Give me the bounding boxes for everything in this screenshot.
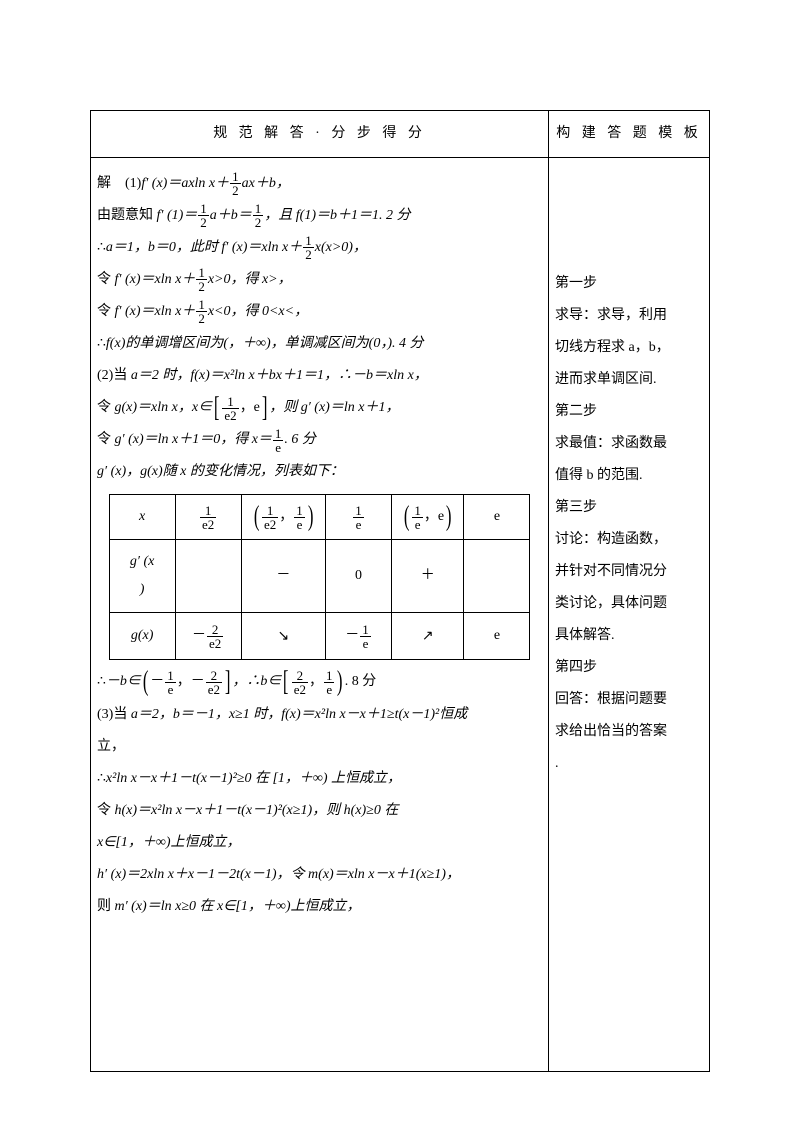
r-line: 回答：根据问题要 — [555, 686, 703, 714]
cell: 1e — [326, 495, 392, 540]
cell: (1e，e) — [392, 495, 464, 540]
cell: g′ (x) — [109, 540, 175, 613]
r-line: 第一步 — [555, 270, 703, 298]
cell — [175, 540, 241, 613]
cell: － — [241, 540, 325, 613]
line-9: 令 g′ (x)＝ln x＋1＝0，得 x＝1e. 6 分 — [97, 426, 542, 454]
cell: e — [464, 495, 530, 540]
r-line: 切线方程求 a，b， — [555, 334, 703, 362]
cell: 0 — [326, 540, 392, 613]
r-line: 求导：求导，利用 — [555, 302, 703, 330]
r-line: 具体解答. — [555, 622, 703, 650]
header-row: 规 范 解 答 · 分 步 得 分 构 建 答 题 模 板 — [91, 111, 710, 158]
cell: －1e — [326, 613, 392, 660]
r-line: 第二步 — [555, 398, 703, 426]
cell: x — [109, 495, 175, 540]
variation-table: x 1e2 (1e2，1e) 1e (1e，e) e g′ (x) － 0 — [109, 494, 531, 660]
line-8: 令 g(x)＝xln x，x∈[1e2，e]，则 g′ (x)＝ln x＋1， — [97, 394, 542, 422]
line-7: (2)当 a＝2 时，f(x)＝x²ln x＋bx＋1＝1，∴－b＝xln x， — [97, 362, 542, 390]
r-line: . — [555, 750, 703, 778]
line-2: 由题意知 f′ (1)＝12a＋b＝12，且 f(1)＝b＋1＝1. 2 分 — [97, 202, 542, 230]
r-line: 讨论：构造函数， — [555, 526, 703, 554]
line-14: 令 h(x)＝x²ln x－x＋1－t(x－1)²(x≥1)，则 h(x)≥0 … — [97, 797, 542, 825]
r-line: 并针对不同情况分 — [555, 558, 703, 586]
r-line: 值得 b 的范围. — [555, 462, 703, 490]
header-left: 规 范 解 答 · 分 步 得 分 — [91, 111, 549, 158]
content-row: 解 (1)f′ (x)＝axln x＋12ax＋b， 由题意知 f′ (1)＝1… — [91, 158, 710, 1072]
line-15: x∈[1，＋∞)上恒成立， — [97, 829, 542, 857]
line-13: ∴x²ln x－x＋1－t(x－1)²≥0 在 [1，＋∞) 上恒成立， — [97, 765, 542, 793]
cell: e — [464, 613, 530, 660]
cell: 1e2 — [175, 495, 241, 540]
cell: g(x) — [109, 613, 175, 660]
r-line: 类讨论，具体问题 — [555, 590, 703, 618]
table-row: g(x) －2e2 ↘ －1e ↗ e — [109, 613, 530, 660]
header-right: 构 建 答 题 模 板 — [549, 111, 710, 158]
line-5: 令 f′ (x)＝xln x＋12x<0，得 0<x<， — [97, 298, 542, 326]
cell: ↗ — [392, 613, 464, 660]
r-line: 第四步 — [555, 654, 703, 682]
line-1: 解 (1)f′ (x)＝axln x＋12ax＋b， — [97, 170, 542, 198]
cell: (1e2，1e) — [241, 495, 325, 540]
line-6: ∴f(x)的单调增区间为(，＋∞)，单调减区间为(0，). 4 分 — [97, 330, 542, 358]
line-17: 则 m′ (x)＝ln x≥0 在 x∈[1，＋∞)上恒成立， — [97, 893, 542, 921]
line-10: g′ (x)，g(x)随 x 的变化情况，列表如下： — [97, 458, 542, 486]
cell: －2e2 — [175, 613, 241, 660]
table-row: g′ (x) － 0 ＋ — [109, 540, 530, 613]
cell: ↘ — [241, 613, 325, 660]
cell — [464, 540, 530, 613]
table-row: x 1e2 (1e2，1e) 1e (1e，e) e — [109, 495, 530, 540]
line-12b: 立， — [97, 733, 542, 761]
r-line: 求给出恰当的答案 — [555, 718, 703, 746]
line-4: 令 f′ (x)＝xln x＋12x>0，得 x>， — [97, 266, 542, 294]
main-table: 规 范 解 答 · 分 步 得 分 构 建 答 题 模 板 解 (1)f′ (x… — [90, 110, 710, 1072]
template-cell: 第一步 求导：求导，利用 切线方程求 a，b， 进而求单调区间. 第二步 求最值… — [549, 158, 710, 1072]
r-line: 求最值：求函数最 — [555, 430, 703, 458]
solution-cell: 解 (1)f′ (x)＝axln x＋12ax＋b， 由题意知 f′ (1)＝1… — [91, 158, 549, 1072]
line-3: ∴a＝1，b＝0，此时 f′ (x)＝xln x＋12x(x>0)， — [97, 234, 542, 262]
line-16: h′ (x)＝2xln x＋x－1－2t(x－1)，令 m(x)＝xln x－x… — [97, 861, 542, 889]
line-11: ∴－b∈(－1e，－2e2]，∴b∈[2e2，1e). 8 分 — [97, 668, 542, 696]
page: 规 范 解 答 · 分 步 得 分 构 建 答 题 模 板 解 (1)f′ (x… — [0, 0, 800, 1132]
cell: ＋ — [392, 540, 464, 613]
r-line: 进而求单调区间. — [555, 366, 703, 394]
r-line: 第三步 — [555, 494, 703, 522]
line-12: (3)当 a＝2，b＝－1，x≥1 时，f(x)＝x²ln x－x＋1≥t(x－… — [97, 701, 542, 729]
